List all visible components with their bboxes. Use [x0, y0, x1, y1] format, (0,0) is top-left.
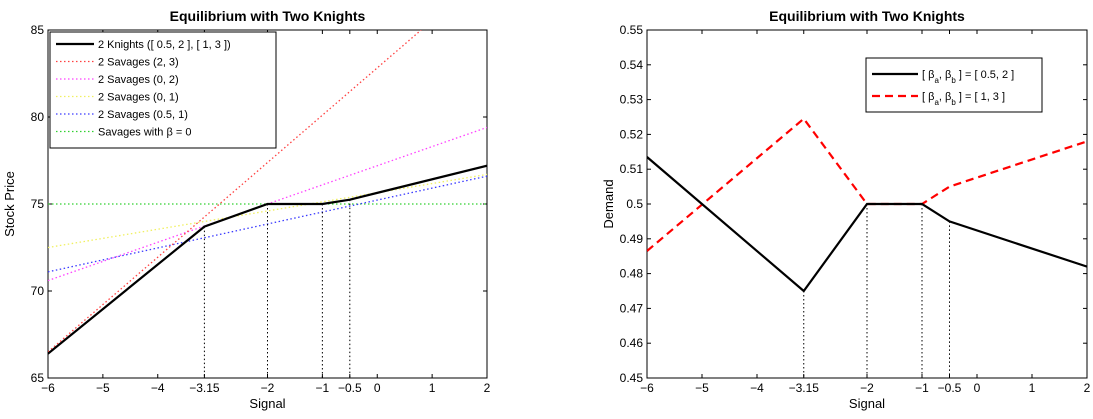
x-tick-label: 0 [974, 381, 981, 395]
series-line-1 [647, 156, 1087, 293]
legend-label-2: 2 Savages (2, 3) [98, 57, 179, 69]
y-tick-label: 0.53 [620, 93, 644, 107]
x-tick-label: 1 [1029, 381, 1036, 395]
y-tick-label: 0.51 [620, 162, 644, 176]
x-tick-label: −3.15 [789, 381, 820, 395]
series-line-1 [48, 164, 487, 355]
x-tick-label: 0 [374, 381, 381, 395]
y-tick-label: 0.54 [620, 58, 644, 72]
legend-box [49, 31, 277, 149]
legend-label-6: Savages with β = 0 [98, 127, 191, 139]
x-tick-label: −5 [695, 381, 709, 395]
legend-label-1: 2 Knights ([ 0.5, 2 ], [ 1, 3 ]) [98, 39, 231, 51]
legend-label-3: 2 Savages (0, 2) [98, 74, 179, 86]
x-tick-label: −3.15 [189, 381, 220, 395]
x-tick-label: −4 [750, 381, 764, 395]
x-tick-label: −6 [41, 381, 55, 395]
x-tick-label: −4 [151, 381, 165, 395]
chart-title: Equilibrium with Two Knights [170, 8, 366, 24]
x-tick-label: −0.5 [338, 381, 362, 395]
y-tick-label: 85 [31, 23, 45, 37]
x-tick-label: −2 [261, 381, 275, 395]
y-tick-label: 0.55 [620, 23, 644, 37]
x-tick-label: −1 [915, 381, 929, 395]
x-tick-label: −2 [860, 381, 874, 395]
y-tick-label: 0.46 [620, 336, 644, 350]
legend-label-5: 2 Savages (0.5, 1) [98, 109, 188, 121]
series-line-2 [647, 117, 1087, 252]
y-tick-label: 0.52 [620, 127, 644, 141]
legend-label-2: [ βa, βb ] = [ 1, 3 ] [922, 91, 1005, 107]
y-tick-label: 75 [31, 197, 45, 211]
chart-1: −6 −5 −4 −3.15 −2 −1 −0.5 0 1 2 65 70 75 80 85 Equilibr… [2, 8, 491, 411]
chart-2: −6 −5 −4 −3.15 −2 −1 −0.5 0 1 2 0.45 0.46 0.47 0.48 0.… [601, 8, 1091, 411]
y-tick-label: 0.47 [620, 301, 644, 315]
y-tick-label: 0.45 [620, 371, 644, 385]
x-tick-label: 2 [484, 381, 491, 395]
x-axis-label: Signal [249, 396, 285, 411]
y-tick-label: 80 [31, 110, 45, 124]
x-axis-label: Signal [849, 396, 885, 411]
plot-area [647, 117, 1087, 293]
x-tick-label: −6 [640, 381, 654, 395]
x-tick-label: 2 [1084, 381, 1091, 395]
x-tick-label: −5 [96, 381, 110, 395]
x-tick-label: 1 [429, 381, 436, 395]
y-axis-label: Demand [601, 179, 616, 228]
y-tick-label: 0.49 [620, 232, 644, 246]
y-tick-label: 65 [31, 371, 45, 385]
x-tick-label: −1 [316, 381, 330, 395]
y-tick-label: 70 [31, 284, 45, 298]
legend: 2 Knights ([ 0.5, 2 ], [ 1, 3 ]) 2 Savage… [49, 31, 277, 149]
chart-title: Equilibrium with Two Knights [769, 8, 965, 24]
y-tick-label: 0.5 [626, 197, 643, 211]
y-axis-label: Stock Price [2, 171, 17, 237]
legend-label-1: [ βa, βb ] = [ 0.5, 2 ] [922, 69, 1014, 85]
legend-box [865, 57, 1043, 113]
legend-label-4: 2 Savages (0, 1) [98, 92, 179, 104]
y-tick-label: 0.48 [620, 267, 644, 281]
legend: [ βa, βb ] = [ 0.5, 2 ] [ βa, βb ] = [ 1,… [865, 57, 1043, 113]
x-tick-label: −0.5 [938, 381, 962, 395]
